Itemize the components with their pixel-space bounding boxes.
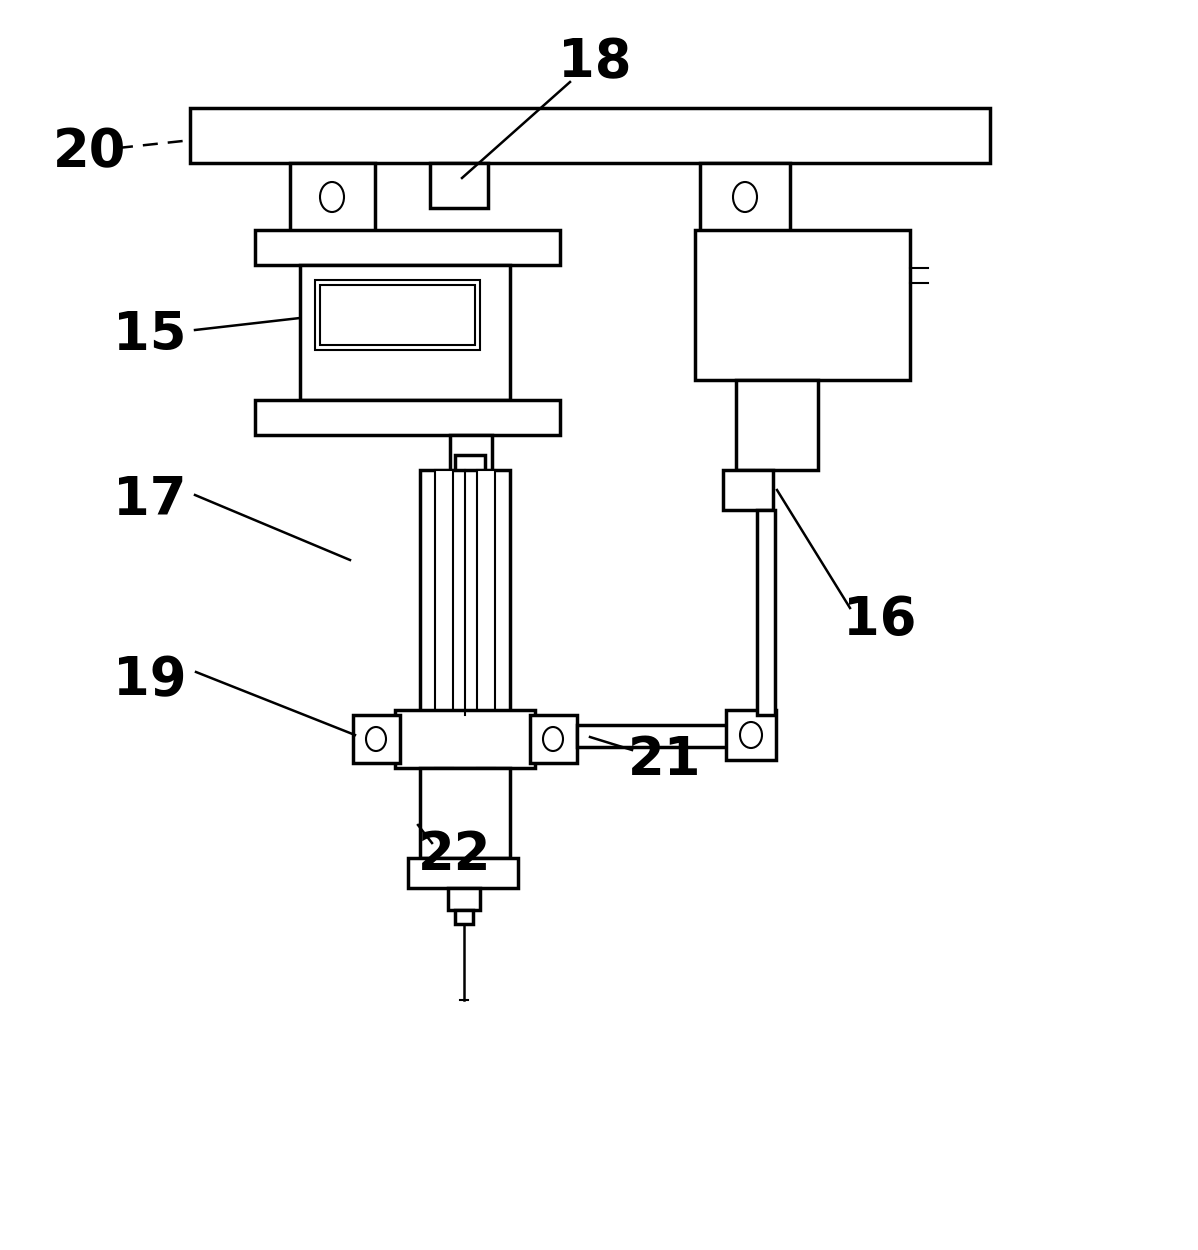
- Text: 16: 16: [843, 594, 916, 646]
- Bar: [435, 470, 453, 715]
- Bar: [726, 710, 776, 760]
- Bar: [700, 162, 789, 231]
- Text: 20: 20: [54, 126, 127, 178]
- Bar: [430, 162, 488, 208]
- Bar: [448, 888, 480, 910]
- Bar: [320, 285, 474, 345]
- Bar: [736, 380, 818, 470]
- Bar: [695, 230, 910, 380]
- Bar: [724, 470, 773, 510]
- Bar: [420, 768, 510, 858]
- Bar: [409, 858, 518, 888]
- Bar: [530, 715, 577, 762]
- Bar: [455, 455, 485, 472]
- Bar: [353, 715, 400, 762]
- Text: 17: 17: [114, 474, 187, 526]
- Bar: [477, 470, 495, 715]
- Bar: [300, 265, 510, 400]
- Text: 15: 15: [114, 309, 187, 361]
- Text: 21: 21: [628, 734, 702, 786]
- Text: 19: 19: [114, 654, 187, 706]
- Bar: [290, 162, 375, 231]
- Bar: [450, 435, 492, 472]
- Bar: [190, 107, 990, 162]
- Bar: [420, 470, 510, 715]
- Bar: [577, 725, 730, 748]
- Bar: [315, 280, 480, 350]
- Bar: [435, 768, 453, 858]
- Bar: [255, 230, 559, 265]
- Bar: [255, 400, 559, 435]
- Text: 22: 22: [418, 829, 491, 881]
- Bar: [455, 910, 473, 924]
- Bar: [757, 510, 775, 715]
- Text: 18: 18: [558, 36, 631, 88]
- Bar: [477, 768, 495, 858]
- Bar: [395, 710, 536, 767]
